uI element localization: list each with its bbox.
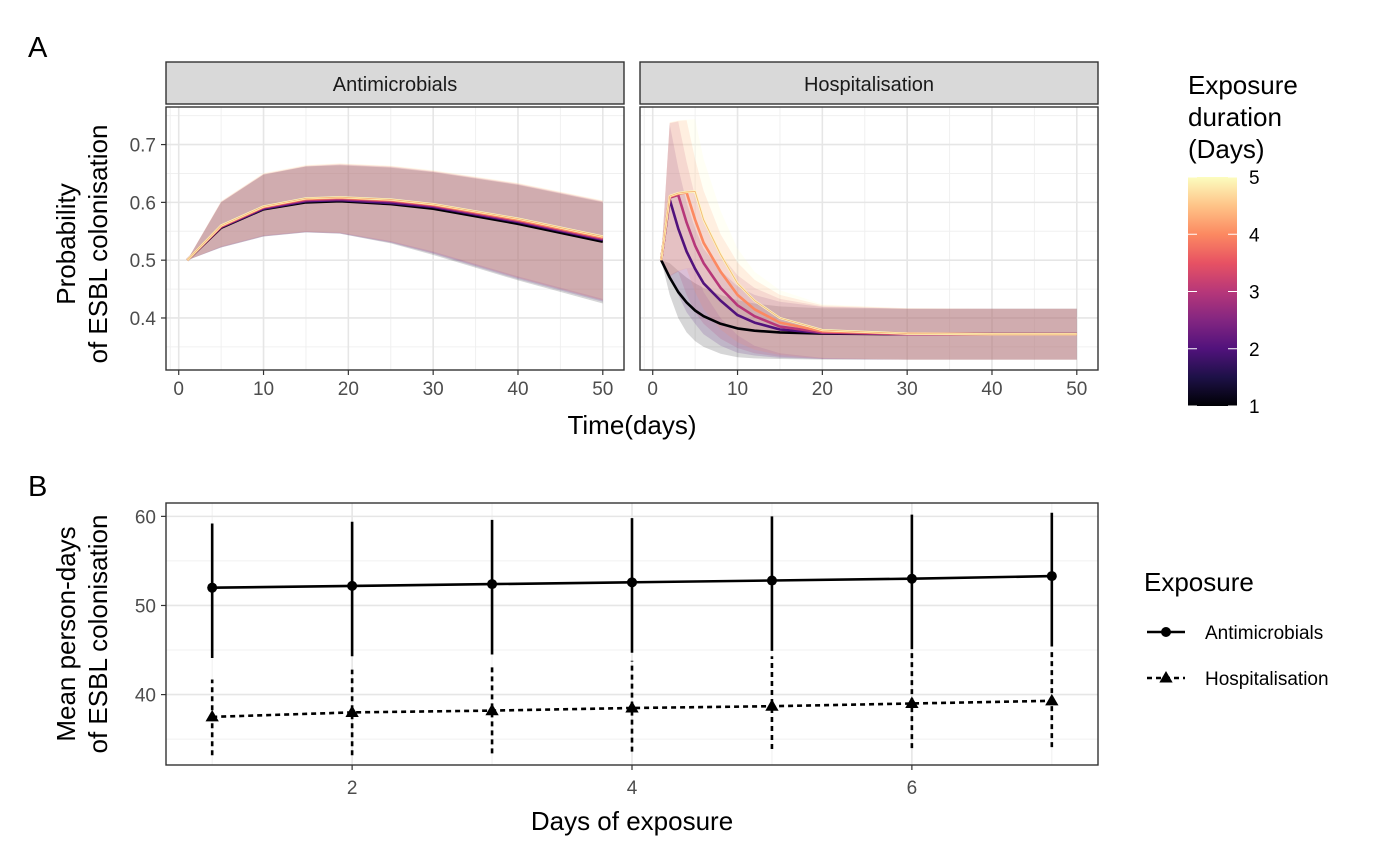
facet-strip-label: Hospitalisation [804, 74, 934, 96]
plot-area-hospitalisation [640, 107, 1098, 370]
ci-ribbon-duration-3 [661, 121, 1077, 360]
series-hospitalisation [205, 648, 1059, 756]
facet-strip-antimicrobials [165, 61, 625, 105]
x-tick-label: 2 [347, 778, 358, 799]
facet-strip-label: Antimicrobials [333, 74, 457, 96]
y-axis-title-line-1: Probability [51, 183, 81, 304]
x-tick-label: 40 [507, 379, 528, 400]
legend-title-line-1: Exposure [1188, 70, 1298, 100]
series-antimicrobials [207, 512, 1057, 659]
data-point [765, 699, 779, 711]
x-tick-label: 10 [727, 379, 748, 400]
data-point [205, 709, 219, 722]
data-point [766, 575, 777, 586]
y-axis-ticks: 0.4 0.5 0.6 0.7 [130, 136, 166, 330]
y-tick-label: 50 [135, 596, 156, 617]
ci-ribbon-duration-2 [661, 124, 1077, 360]
ci-ribbon-duration-4 [661, 120, 1077, 360]
ci-ribbons [187, 163, 603, 304]
ci-ribbon-duration-3 [187, 164, 603, 301]
data-point [347, 580, 358, 591]
plot-border [165, 106, 625, 371]
data-point [906, 573, 917, 584]
data-point [345, 705, 359, 717]
x-axis-title: Time(days) [567, 410, 696, 440]
x-tick-label: 0 [173, 379, 184, 400]
legend-key-marker [1159, 671, 1173, 683]
legend-key-marker [1161, 627, 1171, 637]
panel-b: B 2 4 6 40 50 60 Mean person-days of ESBL co… [28, 471, 1329, 836]
data-point [207, 582, 218, 593]
series-lines [186, 196, 604, 262]
series-lines [659, 190, 1077, 336]
colorbar-tick-label: 1 [1249, 397, 1260, 418]
colorbar-tick-label: 3 [1249, 283, 1260, 304]
panel-a: A Antimicrobials 0 10 20 30 40 50 Hospitalisa… [28, 32, 1298, 440]
x-tick-label: 40 [981, 379, 1002, 400]
data-point [485, 703, 499, 716]
legend-keys: Antimicrobials Hospitalisation [1147, 623, 1329, 690]
y-axis-title-line-2: of ESBL colonisation [83, 125, 113, 364]
legend-label: Antimicrobials [1205, 623, 1323, 644]
data-point [1046, 571, 1057, 582]
plot-area-antimicrobials [166, 107, 624, 370]
x-tick-label: 50 [592, 379, 613, 400]
x-axis-title: Days of exposure [531, 806, 733, 836]
x-axis-ticks: 2 4 6 [347, 765, 917, 799]
data-point [627, 577, 637, 588]
facet-strip-hospitalisation [639, 61, 1099, 105]
x-tick-label: 6 [907, 778, 918, 799]
facet-hospitalisation: Hospitalisation 0 10 20 30 40 50 [639, 61, 1099, 400]
y-tick-label: 0.6 [130, 193, 156, 214]
legend-title-line-2: duration [1188, 102, 1282, 132]
x-tick-label: 0 [647, 379, 658, 400]
x-tick-label: 30 [897, 379, 918, 400]
panel-a-tag: A [28, 32, 48, 64]
legend-title: Exposure [1144, 567, 1254, 597]
gridlines [166, 107, 624, 370]
plot-border [639, 106, 1099, 371]
ci-ribbon-duration-5 [661, 119, 1077, 360]
ci-ribbon-duration-2 [187, 164, 603, 302]
colorbar-legend: Exposure duration (Days) 1 2 3 4 5 [1188, 70, 1298, 418]
facet-antimicrobials: Antimicrobials 0 10 20 30 40 50 [165, 61, 625, 400]
y-tick-label: 40 [135, 686, 156, 707]
colorbar-tick-label: 4 [1249, 225, 1260, 246]
ci-ribbon-duration-1 [187, 165, 603, 304]
panel-b-tag: B [28, 471, 47, 503]
y-tick-label: 60 [135, 507, 156, 528]
y-axis-title-line-2: of ESBL colonisation [83, 515, 113, 754]
colorbar-tick-label: 2 [1249, 340, 1260, 361]
ci-ribbon-duration-5 [187, 163, 603, 299]
series [205, 512, 1059, 756]
series-line-outline [660, 190, 1077, 335]
series-line-outline [186, 196, 603, 261]
ci-ribbon-duration-4 [187, 163, 603, 301]
y-tick-label: 0.4 [130, 309, 157, 330]
gridlines [640, 107, 1098, 370]
data-point [1045, 693, 1059, 706]
colorbar-ticks: 1 2 3 4 5 [1188, 168, 1260, 418]
x-tick-label: 4 [627, 778, 638, 799]
x-tick-label: 10 [253, 379, 274, 400]
x-axis-ticks: 0 10 20 30 40 50 [647, 370, 1087, 400]
y-tick-label: 0.7 [130, 136, 156, 157]
y-axis-ticks: 40 50 60 [135, 507, 166, 707]
x-tick-label: 30 [423, 379, 444, 400]
legend-label: Hospitalisation [1205, 669, 1329, 690]
data-point [625, 700, 639, 713]
x-tick-label: 50 [1066, 379, 1087, 400]
legend-title-line-3: (Days) [1188, 134, 1265, 164]
x-tick-label: 20 [338, 379, 359, 400]
exposure-legend: Exposure Antimicrobials Hospitalisation [1144, 567, 1329, 690]
data-point [487, 579, 498, 590]
y-axis-title-line-1: Mean person-days [51, 526, 81, 741]
y-tick-label: 0.5 [130, 251, 156, 272]
x-axis-ticks: 0 10 20 30 40 50 [173, 370, 613, 400]
x-tick-label: 20 [812, 379, 833, 400]
colorbar-tick-label: 5 [1249, 168, 1260, 189]
data-point [905, 696, 919, 709]
